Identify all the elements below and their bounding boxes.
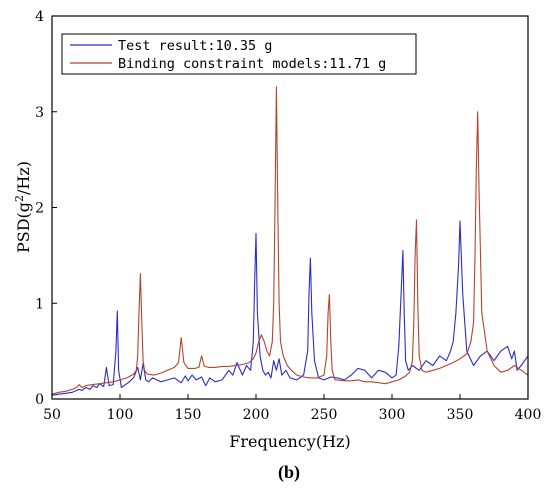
y-tick-label: 2 [35,201,44,217]
x-tick-label: 400 [515,407,542,423]
y-tick-label: 4 [35,9,44,25]
legend-box [61,33,417,75]
legend: Test result:10.35 g Binding constraint m… [61,33,417,75]
x-tick-label: 50 [43,407,61,423]
plot-frame [51,15,529,400]
x-tick-label: 350 [447,407,474,423]
panel-label: (b) [278,462,300,483]
x-tick-label: 100 [107,407,134,423]
x-tick-label: 300 [379,407,406,423]
x-tick-label: 200 [243,407,270,423]
y-axis-label-sup: 2 [13,195,26,202]
x-axis-label: Frequency(Hz) [229,432,350,451]
y-tick-label: 3 [35,105,44,121]
y-axis-label-base: PSD(g [14,202,33,253]
legend-label-model: Binding constraint models:11.71 g [118,56,386,72]
plot-lines [51,86,529,396]
series-line-test-result [51,220,529,396]
axis-ticks: 50 100 150 200 250 300 350 400 0 1 2 3 4 [35,9,541,423]
y-tick-label: 0 [35,392,44,408]
x-tick-label: 150 [175,407,202,423]
y-tick-label: 1 [35,296,44,312]
x-tick-label: 250 [311,407,338,423]
series-line-binding-model [51,86,529,395]
y-axis-label: PSD(g2/Hz) [13,161,33,253]
y-axis-label-tail: /Hz) [14,161,33,195]
legend-label-test: Test result:10.35 g [118,38,272,54]
